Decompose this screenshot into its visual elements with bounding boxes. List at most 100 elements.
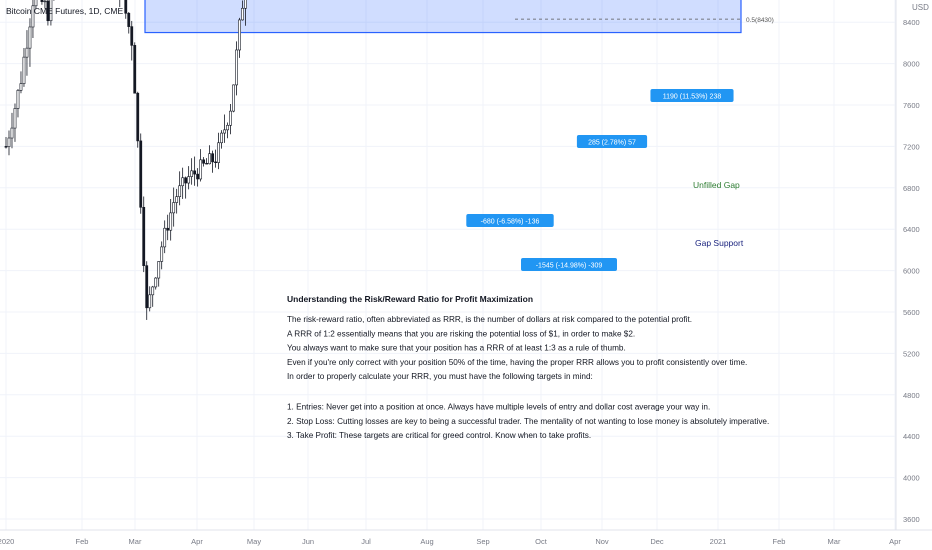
unfilled-gap-label: Unfilled Gap [693,180,740,190]
candle-body [205,162,209,165]
measure-label-box[interactable] [466,214,554,227]
measure-label: 1190 (11.53%) 238 [663,94,722,101]
candle-body [193,170,197,175]
time-tick-label: 2021 [710,537,727,546]
price-tick-label: 7200 [903,142,920,151]
candle-body [154,277,158,288]
candle-body [136,92,140,142]
time-tick-label: Feb [773,537,786,546]
symbol-title: Bitcoin CME Futures, 1D, CME [6,6,123,16]
candle-body [148,294,152,309]
time-tick-label: 2020 [0,537,14,546]
candle-body [145,265,149,309]
price-tick-label: 6800 [903,184,920,193]
measure-label: 285 (2.78%) 57 [588,140,636,147]
candle-body [211,153,214,163]
candle-body [4,146,8,148]
candle-body [139,140,143,208]
candle-body [130,26,134,46]
annotation-line: The risk-reward ratio, often abbreviated… [287,315,692,324]
gap-support-label: Gap Support [695,238,744,248]
annotation-line: You always want to make sure that your p… [287,344,626,353]
time-tick-label: Jul [361,537,371,546]
candle-body [238,19,241,51]
price-tick-label: 6400 [903,225,920,234]
candle-body [46,0,50,22]
time-tick-label: May [247,537,261,546]
price-tick-label: 6000 [903,267,920,276]
time-tick-label: Sep [476,537,489,546]
annotation-text: Understanding the Risk/Reward Ratio for … [287,294,769,440]
measure-label-box[interactable] [650,89,734,102]
annotation-line: A RRR of 1:2 essentially means that you … [287,329,635,338]
candle-body [223,129,226,134]
candle-body [178,185,182,197]
price-tick-label: 5600 [903,308,920,317]
candle-body [235,49,238,86]
candle-body [7,137,11,147]
currency-label: USD [912,3,929,12]
candle-body [196,173,200,180]
fib-level-label: 0.5(8430) [746,17,774,24]
candle-body [133,45,137,94]
annotation-title: Understanding the Risk/Reward Ratio for … [287,294,533,304]
candle-body [181,177,185,187]
candle-body [16,90,20,109]
time-tick-label: Mar [828,537,841,546]
annotation-line: In order to properly calculate your RRR,… [287,372,593,381]
candle-body [157,261,161,279]
time-tick-label: Feb [76,537,89,546]
time-tick-label: Mar [129,537,142,546]
gap-support-zone [144,0,742,34]
candle-body [40,0,44,2]
time-tick-label: Aug [420,537,433,546]
price-tick-label: 4000 [903,474,920,483]
time-tick-label: Oct [535,537,548,546]
candle-body [226,124,229,131]
candle-body [241,7,244,21]
time-tick-label: Dec [650,537,664,546]
price-tick-label: 5200 [903,349,920,358]
candle-body [31,5,35,28]
time-tick-label: Jun [302,537,314,546]
horizontal-lines: 0.236(10655)0.382(9425)0.5(8430) [515,17,774,24]
candle-body [22,56,26,84]
candle-body [13,108,17,129]
candle-body [208,153,211,165]
measurement-tools[interactable]: 1190 (11.53%) 238 285 (2.78%) 57 -680 (-6.… [466,0,734,271]
candle-body [169,212,173,231]
candles [4,0,247,320]
price-tick-label: 4800 [903,391,920,400]
candle-body [232,84,235,112]
candle-body [202,159,206,164]
candle-body [43,0,47,3]
price-zones: Unfilled Gap Gap Support [144,0,744,248]
price-tick-label: 8000 [903,60,920,69]
price-tick-label: 8400 [903,18,920,27]
time-axis[interactable]: 2020 Feb Mar Apr May Jun Jul Aug Sep Oct Nov Dec 202… [0,537,901,546]
measure-label-box[interactable] [521,258,617,271]
annotation-list-item: 2. Stop Loss: Cutting losses are key to … [287,417,769,426]
candle-body [160,246,164,262]
candle-body [19,83,23,91]
measure-label: -680 (-6.58%) -136 [481,219,540,226]
candle-body [190,170,194,177]
candle-body [172,202,176,214]
grid [0,0,896,530]
price-tick-label: 4400 [903,432,920,441]
candle-body [187,176,191,184]
candle-body [127,12,131,27]
price-tick-label: 3600 [903,515,920,524]
candle-body [25,47,29,58]
annotation-line: Even if you're only correct with your po… [287,358,747,367]
candle-body [151,286,155,296]
candle-body [124,0,128,14]
annotation-list-item: 3. Take Profit: These targets are critic… [287,431,591,440]
price-scale[interactable]: 1360013200128001240012000116001120010800… [897,0,932,524]
candle-body [49,0,53,22]
measure-label-box[interactable] [576,135,648,148]
candle-body [199,159,203,180]
time-tick-label: Apr [889,537,901,546]
